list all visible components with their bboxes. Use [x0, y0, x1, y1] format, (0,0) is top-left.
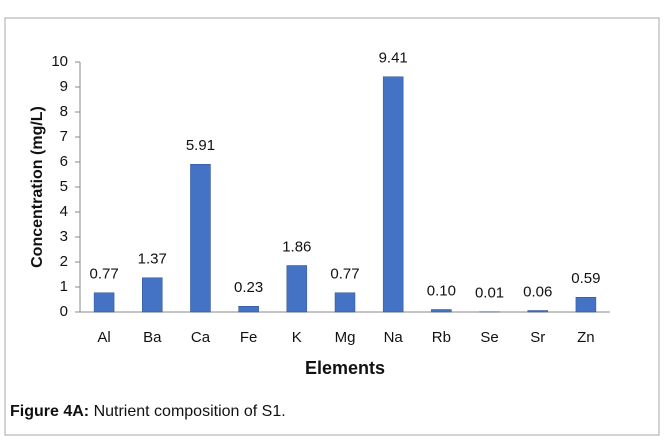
y-tick-label: 1: [60, 278, 68, 295]
y-tick-label: 0: [60, 303, 68, 320]
x-tick-label: Mg: [335, 329, 356, 346]
y-tick-label: 6: [60, 153, 68, 170]
bar: [93, 292, 115, 313]
value-label: 1.37: [138, 251, 167, 268]
value-label: 0.77: [330, 266, 359, 283]
bar: [190, 164, 211, 313]
value-label: 9.41: [379, 50, 408, 67]
y-tick-label: 7: [60, 128, 68, 145]
y-tick-label: 5: [60, 178, 68, 195]
x-axis-title: Elements: [305, 358, 385, 378]
bar: [382, 76, 404, 313]
x-tick-label: Al: [97, 329, 110, 346]
value-label: 0.06: [523, 283, 552, 300]
frame: [4, 17, 660, 436]
x-tick-label: Fe: [240, 329, 258, 346]
y-tick-label: 2: [60, 253, 68, 270]
caption-text: Nutrient composition of S1.: [94, 403, 286, 420]
x-tick-label: Zn: [577, 329, 595, 346]
y-tick-label: 4: [60, 203, 68, 220]
x-tick-label: Se: [480, 329, 498, 346]
value-label: 0.01: [475, 285, 504, 302]
bar: [286, 265, 308, 313]
value-label: 0.10: [427, 282, 456, 299]
x-tick-label: K: [292, 329, 302, 346]
x-tick-label: Na: [384, 329, 404, 346]
bar: [527, 310, 548, 313]
value-label: 0.59: [571, 270, 600, 287]
caption: Figure 4A: Nutrient composition of S1.: [10, 403, 286, 420]
bar: [575, 297, 597, 313]
x-tick-label: Rb: [432, 329, 451, 346]
bar: [142, 277, 163, 313]
bar: [334, 292, 356, 313]
value-label: 0.77: [89, 266, 118, 283]
bar: [238, 306, 259, 313]
x-tick-label: Ba: [143, 329, 162, 346]
x-tick-label: Ca: [191, 329, 211, 346]
value-label: 1.86: [282, 238, 311, 255]
y-tick-label: 8: [60, 103, 68, 120]
x-tick-label: Sr: [530, 329, 545, 346]
y-axis-title: Concentration (mg/L): [29, 106, 46, 268]
y-tick-label: 3: [60, 228, 68, 245]
caption-label: Figure 4A:: [10, 403, 89, 420]
value-label: 5.91: [186, 137, 215, 154]
y-tick-label: 9: [60, 78, 68, 95]
y-tick-label: 10: [51, 53, 68, 70]
value-label: 0.23: [234, 279, 263, 296]
bar: [431, 309, 452, 313]
